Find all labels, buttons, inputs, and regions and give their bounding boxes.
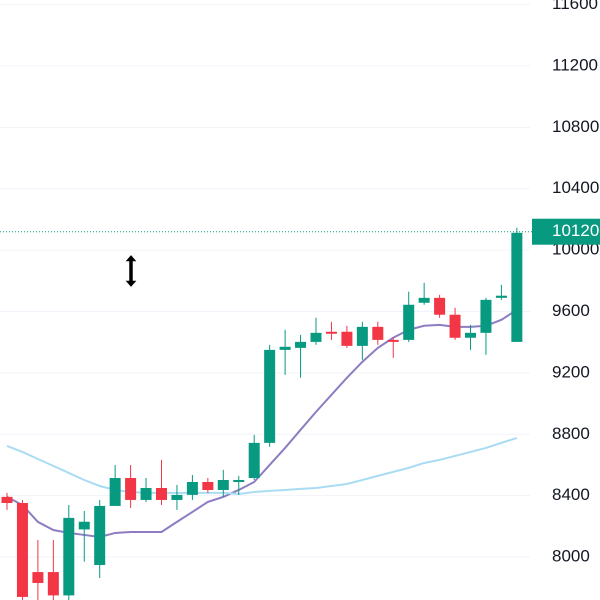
y-tick-label: 11200: [552, 55, 598, 74]
candle-body: [125, 478, 137, 500]
candle-body: [511, 232, 523, 342]
candle-body: [449, 314, 461, 338]
candle-body: [47, 572, 59, 596]
resize-cursor: [122, 252, 140, 290]
candle-body: [233, 480, 245, 482]
candle-body: [341, 331, 353, 346]
candle-body: [279, 346, 291, 350]
candle-body: [387, 339, 399, 342]
candle-body: [217, 480, 229, 490]
moving-average-line: [6, 308, 518, 538]
y-tick-label: 8000: [552, 547, 590, 566]
y-tick-label: 11600: [552, 0, 598, 13]
y-tick-label: 9200: [552, 362, 590, 381]
candle-body: [186, 481, 198, 495]
candle-body: [16, 503, 28, 597]
candle-body: [202, 481, 214, 490]
candle-body: [248, 442, 260, 479]
candle-body: [78, 521, 90, 530]
candle-body: [480, 299, 492, 333]
candle-body: [495, 295, 507, 298]
candle-body: [140, 487, 152, 500]
candle-body: [465, 332, 476, 338]
candle-body: [264, 349, 276, 443]
y-tick-label: 8400: [552, 485, 590, 504]
y-tick-label: 10400: [552, 178, 599, 197]
candle-body: [325, 331, 337, 334]
candle-body: [94, 505, 106, 566]
last-price-label: 10120: [552, 221, 599, 240]
candle-body: [63, 517, 75, 596]
candle-body: [32, 572, 44, 583]
candle-body: [356, 326, 368, 346]
candle-body: [109, 478, 121, 506]
candle-body: [403, 304, 415, 340]
candle-body: [372, 326, 384, 340]
y-tick-label: 9600: [552, 301, 590, 320]
last-price-box: [532, 218, 600, 245]
candle-body: [434, 297, 446, 315]
candle-body: [171, 494, 183, 500]
moving-average-line: [6, 437, 518, 495]
y-tick-label: 10800: [552, 117, 599, 136]
candle-body: [156, 487, 167, 500]
candle-body: [295, 341, 307, 348]
candle-body: [418, 297, 430, 303]
candle-body: [1, 496, 13, 504]
candle-body: [310, 332, 322, 342]
y-tick-label: 8800: [552, 424, 590, 443]
